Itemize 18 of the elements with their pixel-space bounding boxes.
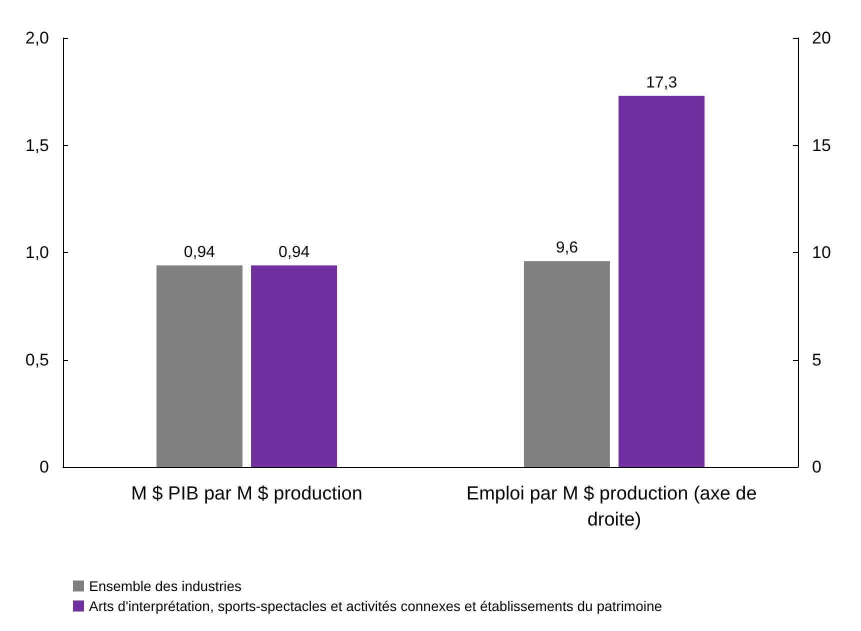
x-tick-label: M $ PIB par M $ production xyxy=(131,484,362,504)
legend-label: Arts d'interprétation, sports-spectacles et activités connexes et établissements du patrimoine xyxy=(89,598,662,614)
data-label: 17,3 xyxy=(646,74,678,92)
y-tick-label: 1,0 xyxy=(25,243,49,262)
y2-tick-label: 0 xyxy=(812,458,822,476)
y-tick-label: 0,5 xyxy=(25,350,49,370)
y-tick-label: 2,0 xyxy=(25,28,49,48)
y-tick-label: 0 xyxy=(40,458,49,476)
y2-tick-label: 10 xyxy=(812,243,831,262)
y2-tick-label: 20 xyxy=(812,28,831,48)
data-label: 9,6 xyxy=(556,240,578,257)
legend-label: Ensemble des industries xyxy=(89,578,242,594)
y2-tick-label: 5 xyxy=(812,350,822,370)
x-tick-label: Emploi par M $ production (axe de droite) xyxy=(466,484,762,530)
data-label: 0,94 xyxy=(278,244,310,261)
y-tick-label: 1,5 xyxy=(25,136,49,155)
data-label: 0,94 xyxy=(184,244,216,261)
y2-tick-label: 15 xyxy=(812,136,831,155)
